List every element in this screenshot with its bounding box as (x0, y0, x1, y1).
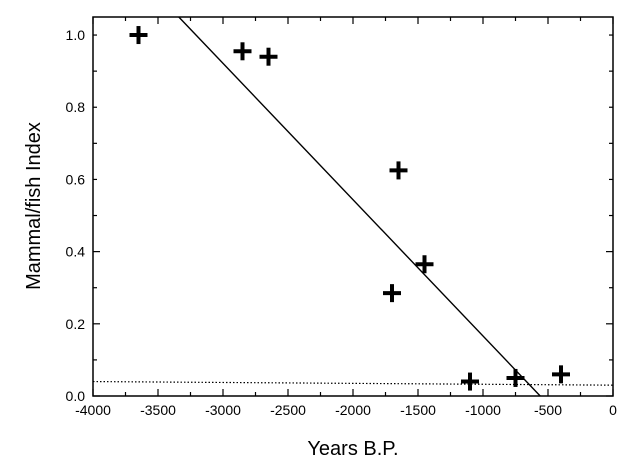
y-tick-label: 1.0 (66, 27, 86, 43)
data-point (383, 284, 401, 302)
data-point (260, 48, 278, 66)
y-axis-title: Mammal/fish Index (23, 122, 45, 290)
fit-lines (93, 17, 613, 396)
x-tick-labels: -4000 -3500 -3000 -2500 -2000 -1500 -1000 -500 0 (75, 402, 617, 418)
data-point (552, 365, 570, 383)
x-tick-label: -1500 (400, 402, 436, 418)
data-point (390, 161, 408, 179)
x-tick-label: -500 (534, 402, 562, 418)
plot-frame (93, 17, 613, 396)
y-tick-label: 0.2 (66, 316, 86, 332)
x-tick-label: -4000 (75, 402, 111, 418)
data-point (461, 373, 479, 391)
data-point (234, 42, 252, 60)
axis-ticks (93, 17, 613, 396)
data-point (416, 255, 434, 273)
y-tick-labels: 0.0 0.2 0.4 0.6 0.8 1.0 (66, 27, 86, 404)
reference-line (93, 382, 613, 386)
data-points (130, 26, 571, 391)
y-tick-label: 0.6 (66, 171, 86, 187)
data-point (507, 369, 525, 387)
regression-line (179, 17, 540, 396)
x-axis-title: Years B.P. (307, 438, 398, 460)
y-tick-label: 0.0 (66, 388, 86, 404)
x-tick-label: 0 (609, 402, 617, 418)
y-tick-label: 0.4 (66, 244, 86, 260)
x-tick-label: -3000 (205, 402, 241, 418)
data-point (130, 26, 148, 44)
y-tick-label: 0.8 (66, 99, 86, 115)
x-tick-label: -2500 (270, 402, 306, 418)
x-tick-label: -2000 (335, 402, 371, 418)
x-tick-label: -1000 (465, 402, 501, 418)
x-tick-label: -3500 (140, 402, 176, 418)
